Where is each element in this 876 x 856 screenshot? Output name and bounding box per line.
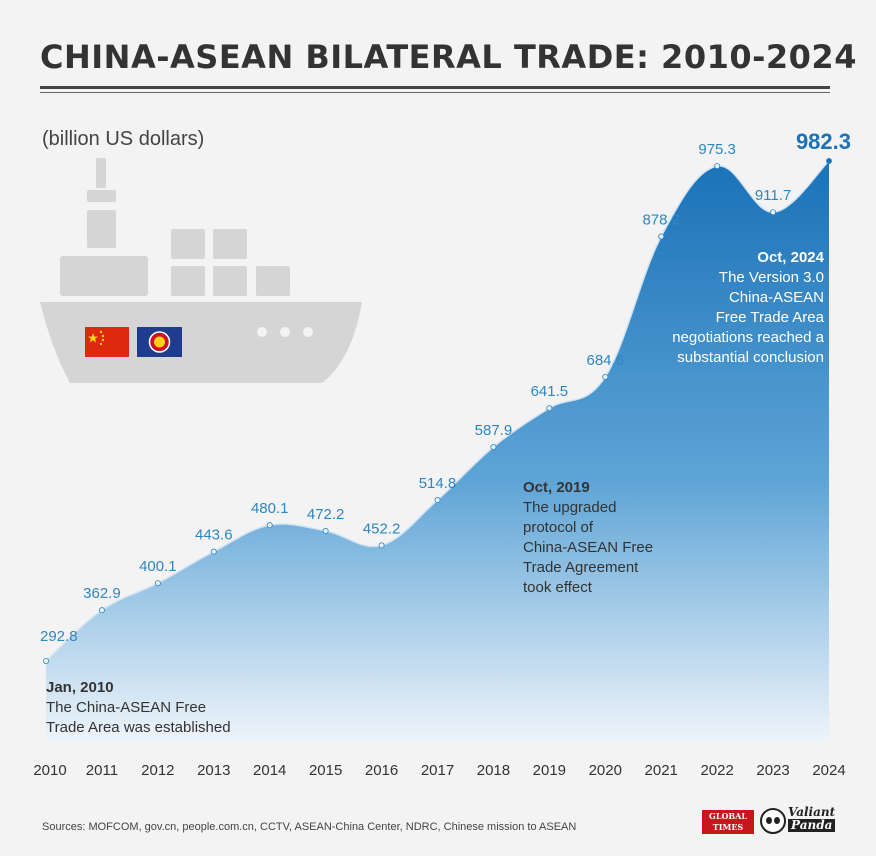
annotation-2010: Jan, 2010 The China-ASEAN Free Trade Are… [46, 678, 231, 738]
unit-label: (billion US dollars) [42, 128, 205, 150]
value-label: 514.8 [419, 475, 457, 492]
data-point [378, 542, 385, 549]
annotation-body: The China-ASEAN Free Trade Area was esta… [46, 699, 231, 736]
x-tick-label: 2015 [309, 762, 342, 779]
x-tick-label: 2010 [33, 762, 66, 779]
x-tick-label: 2024 [812, 762, 845, 779]
value-label: 975.3 [698, 141, 736, 158]
value-label: 480.1 [251, 500, 289, 517]
annotation-head: Jan, 2010 [46, 679, 114, 696]
data-point [210, 548, 217, 555]
data-point [658, 233, 665, 240]
annotation-body: The Version 3.0 China-ASEAN Free Trade A… [672, 269, 824, 366]
annotation-2024: Oct, 2024 The Version 3.0 China-ASEAN Fr… [640, 248, 824, 368]
value-label: 400.1 [139, 558, 177, 575]
x-tick-label: 2011 [86, 762, 118, 779]
x-tick-label: 2013 [197, 762, 230, 779]
value-label: 452.2 [363, 520, 401, 537]
value-label: 982.3 [796, 129, 851, 154]
annotation-head: Oct, 2024 [757, 249, 824, 266]
value-label: 443.6 [195, 527, 233, 544]
value-label: 641.5 [531, 383, 569, 400]
chart-title: CHINA-ASEAN BILATERAL TRADE: 2010-2024 [40, 38, 857, 76]
data-point [714, 163, 721, 170]
value-label: 292.8 [40, 628, 78, 645]
title-rule-thin [40, 92, 830, 93]
annotation-2019: Oct, 2019 The upgraded protocol of China… [523, 478, 653, 598]
trend-line [45, 160, 830, 662]
value-label: 362.9 [83, 585, 121, 602]
data-point [43, 658, 50, 665]
cargo-ship-icon [40, 158, 362, 383]
logo-text: Valiant [788, 805, 836, 819]
x-tick-label: 2020 [589, 762, 622, 779]
global-times-logo: GLOBAL TIMES [702, 810, 754, 834]
data-point [434, 497, 441, 504]
value-label: 878.2 [642, 211, 680, 228]
value-label: 684.6 [587, 352, 625, 369]
valiant-panda-logo: Valiant Panda [760, 806, 836, 836]
annotation-head: Oct, 2019 [523, 479, 590, 496]
data-point [602, 373, 609, 380]
panda-icon [760, 808, 786, 834]
asean-flag-icon [137, 327, 182, 357]
x-tick-label: 2022 [700, 762, 733, 779]
title-rule [40, 86, 830, 89]
annotation-body: The upgraded protocol of China-ASEAN Fre… [523, 499, 654, 596]
x-tick-label: 2017 [421, 762, 454, 779]
x-tick-label: 2023 [756, 762, 789, 779]
value-label: 587.9 [475, 422, 513, 439]
data-point [98, 607, 105, 614]
x-tick-label: 2016 [365, 762, 398, 779]
data-point [490, 444, 497, 451]
logo-text: Panda [788, 819, 836, 832]
value-label: 911.7 [755, 187, 791, 204]
data-point [546, 405, 553, 412]
china-flag-icon [85, 327, 129, 357]
value-label: 472.2 [307, 506, 345, 523]
data-point [322, 527, 329, 534]
x-tick-label: 2018 [477, 762, 510, 779]
sources-footnote: Sources: MOFCOM, gov.cn, people.com.cn, … [42, 821, 577, 833]
data-point [154, 580, 161, 587]
data-point [266, 522, 273, 529]
data-point [770, 209, 777, 216]
x-tick-label: 2012 [141, 762, 174, 779]
x-tick-label: 2014 [253, 762, 286, 779]
x-tick-label: 2021 [645, 762, 678, 779]
area-fill [46, 161, 829, 742]
x-tick-label: 2019 [533, 762, 566, 779]
data-point [826, 157, 833, 164]
